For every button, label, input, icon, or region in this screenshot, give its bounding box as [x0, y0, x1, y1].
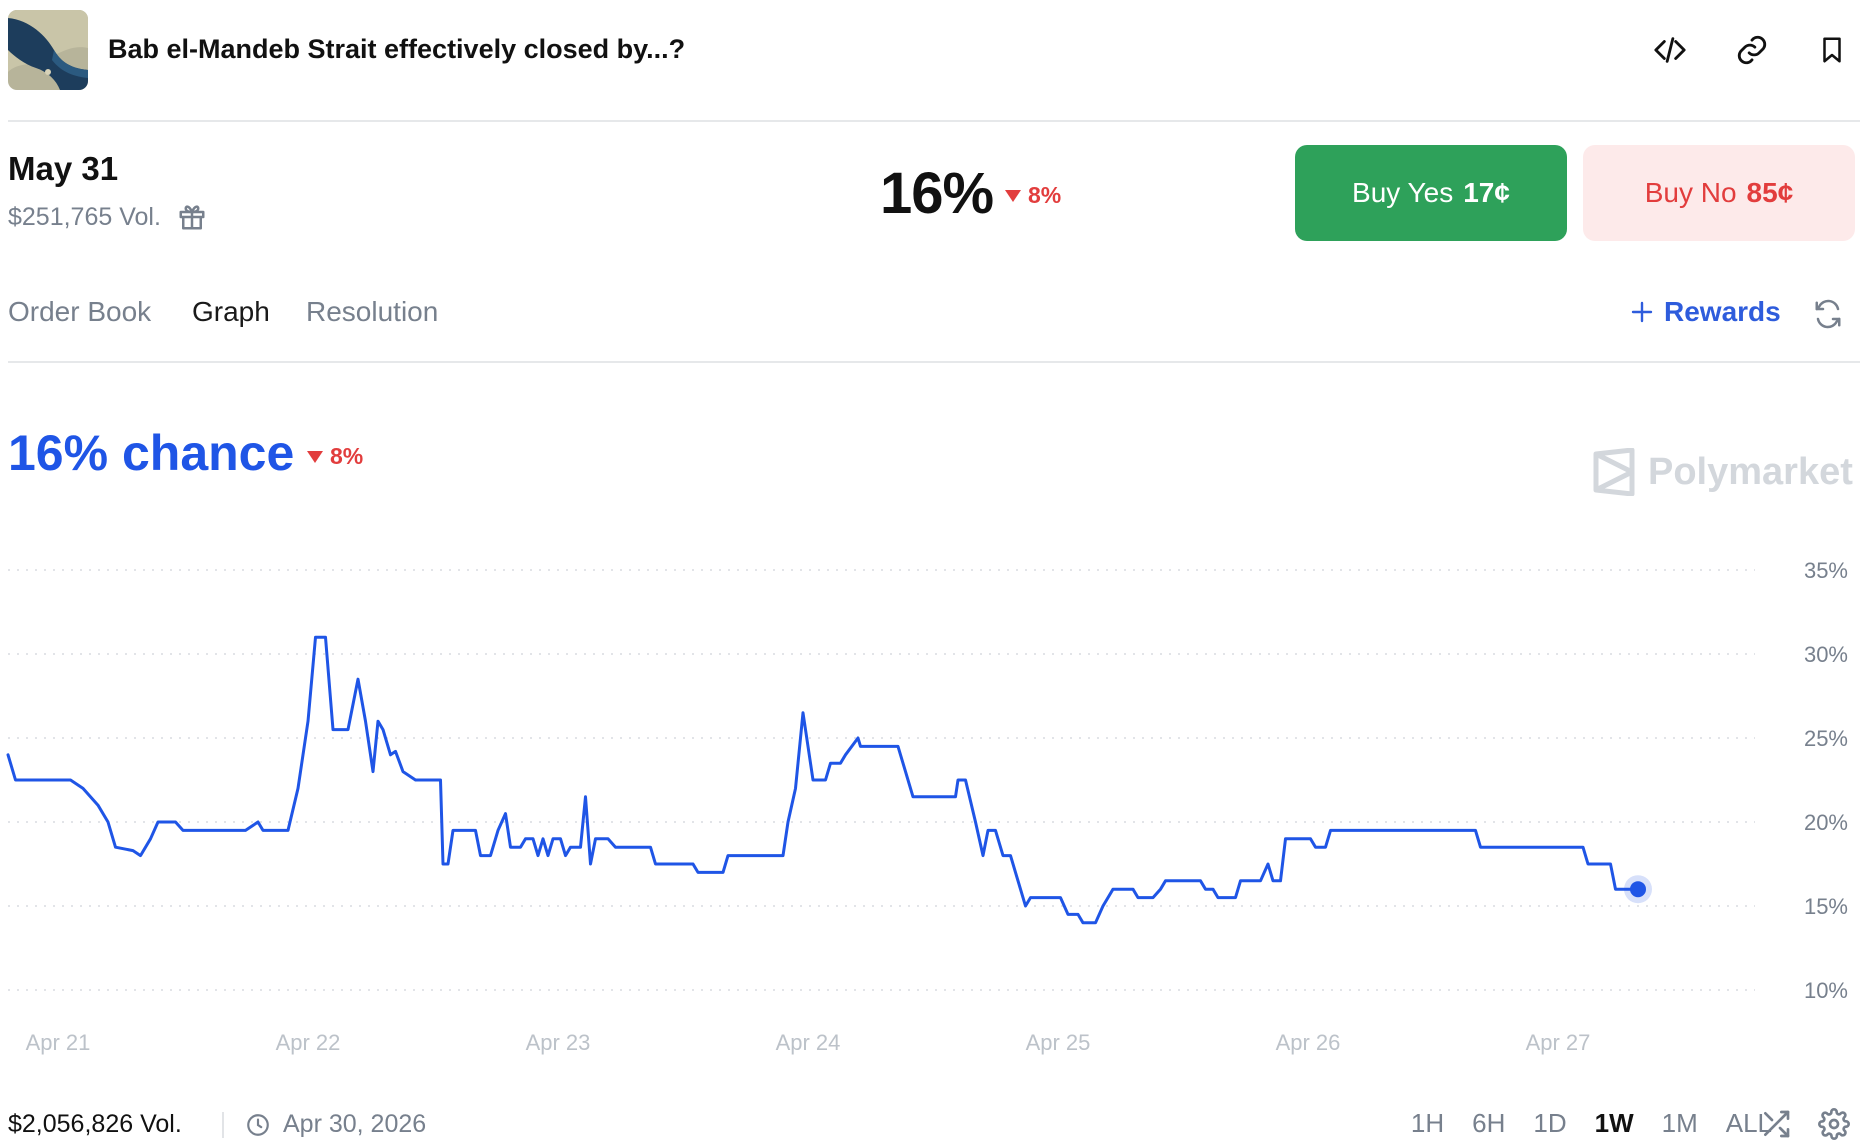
rewards-button[interactable]: Rewards: [1630, 296, 1781, 328]
outcome-date: May 31: [8, 150, 119, 187]
outcome-volume-text: $251,765 Vol.: [8, 202, 161, 231]
y-tick-label: 25%: [1804, 726, 1848, 751]
chance-label: 16% chance: [8, 425, 295, 481]
x-tick-label: Apr 27: [1526, 1030, 1591, 1055]
rewards-label: Rewards: [1664, 296, 1781, 327]
market-title: Bab el-Mandeb Strait effectively closed …: [108, 34, 686, 64]
time-range-selector: 1H 6H 1D 1W 1M ALL: [1411, 1108, 1772, 1139]
series-line: [6, 635, 1640, 925]
buy-yes-price: 17¢: [1463, 177, 1510, 208]
y-tick-label: 35%: [1804, 558, 1848, 583]
range-1d[interactable]: 1D: [1533, 1108, 1567, 1138]
buy-yes-button[interactable]: Buy Yes 17¢: [1295, 145, 1567, 241]
down-triangle-icon: [307, 450, 323, 463]
polymarket-watermark: Polymarket: [1592, 448, 1853, 496]
buy-no-price: 85¢: [1746, 177, 1794, 208]
x-tick-label: Apr 22: [276, 1030, 341, 1055]
buy-yes-label: Buy Yes: [1352, 177, 1454, 208]
tabs-divider: [8, 361, 1860, 363]
shuffle-icon[interactable]: [1756, 1104, 1796, 1144]
range-1w[interactable]: 1W: [1594, 1108, 1634, 1138]
outcome-volume: $251,765 Vol.: [8, 202, 207, 232]
tab-order-book[interactable]: Order Book: [8, 296, 152, 327]
y-tick-label: 20%: [1804, 810, 1848, 835]
y-tick-label: 10%: [1804, 978, 1848, 1003]
down-triangle-icon: [1005, 189, 1021, 202]
range-1h[interactable]: 1H: [1410, 1108, 1445, 1138]
x-tick-label: Apr 23: [526, 1030, 591, 1055]
outcome-probability: 16%: [880, 161, 994, 226]
range-6h[interactable]: 6H: [1472, 1108, 1506, 1138]
brand-name: Polymarket: [1648, 450, 1853, 493]
polymarket-logo-icon: [1593, 448, 1635, 496]
buy-no-button[interactable]: Buy No 85¢: [1583, 145, 1855, 241]
total-volume: $2,056,826 Vol.: [8, 1110, 182, 1138]
last-point-marker: [1630, 881, 1646, 898]
plus-icon: [1631, 301, 1653, 323]
range-1m[interactable]: 1M: [1661, 1108, 1698, 1138]
x-tick-label: Apr 25: [1026, 1030, 1091, 1055]
chance-change-value: 8%: [330, 443, 364, 469]
outcome-change: 8%: [1004, 182, 1061, 209]
chance-change: 8%: [306, 443, 363, 470]
tab-graph[interactable]: Graph: [192, 296, 270, 327]
bookmark-icon[interactable]: [1812, 30, 1852, 70]
x-tick-label: Apr 21: [26, 1030, 91, 1055]
y-tick-label: 15%: [1804, 894, 1848, 919]
refresh-icon[interactable]: [1808, 294, 1848, 334]
chart-x-axis: Apr 21 Apr 22 Apr 23 Apr 24 Apr 25 Apr 26 Apr …: [26, 1030, 1591, 1055]
link-icon[interactable]: [1732, 30, 1772, 70]
outcome-change-value: 8%: [1028, 182, 1062, 208]
price-chart[interactable]: 10%15%20%25%30%35% Apr 21 Apr 22 Apr 23 Apr…: [0, 540, 1860, 1080]
tab-resolution[interactable]: Resolution: [306, 296, 439, 327]
end-date: Apr 30, 2026: [245, 1110, 426, 1139]
y-tick-label: 30%: [1804, 642, 1848, 667]
gift-icon[interactable]: [177, 202, 207, 232]
clock-icon: [247, 1113, 269, 1136]
end-date-text: Apr 30, 2026: [283, 1110, 427, 1138]
header-divider: [8, 120, 1860, 122]
x-tick-label: Apr 26: [1276, 1030, 1341, 1055]
x-tick-label: Apr 24: [776, 1030, 841, 1055]
settings-gear-icon[interactable]: [1814, 1104, 1854, 1144]
embed-code-icon[interactable]: [1650, 30, 1690, 70]
market-thumbnail: [8, 10, 88, 90]
chart-series: [6, 635, 1652, 925]
buy-no-label: Buy No: [1644, 177, 1737, 208]
chart-y-axis: 10% 15% 20% 25% 30% 35%: [1804, 558, 1848, 1003]
footer-separator: [222, 1112, 224, 1138]
chart-grid: [8, 569, 1755, 991]
